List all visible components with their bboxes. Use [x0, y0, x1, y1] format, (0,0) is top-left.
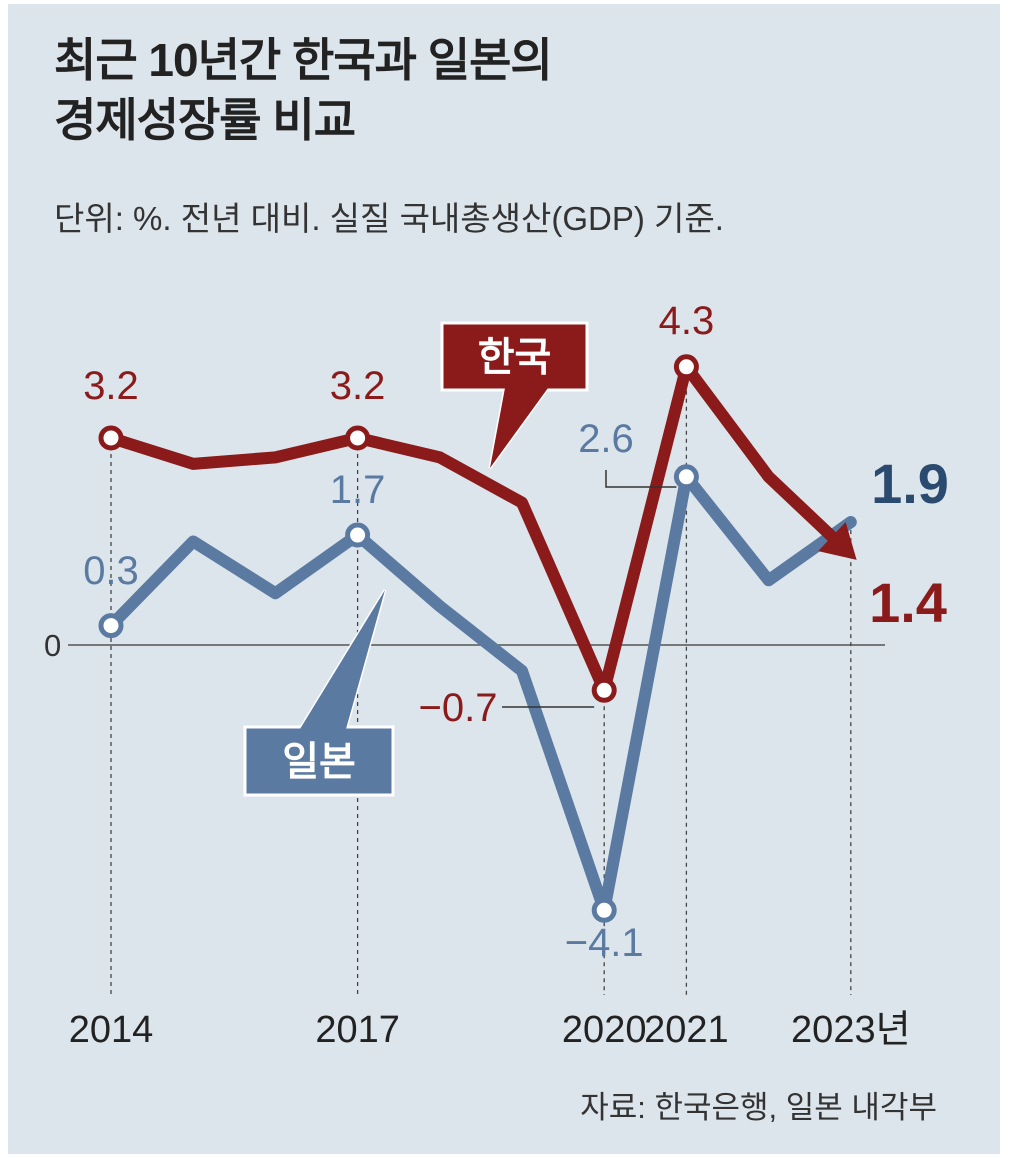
japan-label-2017: 1.7	[330, 468, 386, 512]
title-line-1: 최근 10년간 한국과 일본의	[54, 34, 553, 86]
chart-subtitle: 단위: %. 전년 대비. 실질 국내총생산(GDP) 기준.	[54, 200, 724, 237]
legend-japan-text: 일본	[282, 740, 356, 784]
legend-japan-box	[243, 725, 395, 797]
japan-point-2014	[98, 613, 124, 639]
leader-japan-2021	[605, 470, 677, 488]
series-line-japan	[105, 470, 857, 917]
series-line-korea	[109, 360, 842, 697]
korea-label-2014: 3.2	[83, 364, 139, 408]
korea-label-2021: 4.3	[659, 299, 715, 343]
japan-label-2014: 0.3	[83, 549, 139, 593]
korea-point-2014	[98, 425, 124, 451]
legend-japan: 일본	[243, 589, 395, 797]
legend-korea-box	[440, 321, 589, 392]
korea-point-2017	[345, 425, 371, 451]
legend-korea-text: 한국	[478, 336, 552, 380]
zero-tick-label: 0	[44, 628, 61, 663]
japan-point-2021	[673, 464, 699, 490]
title-line-2: 경제성장률 비교	[54, 94, 356, 146]
x-tick-label-2014: 2014	[69, 1009, 154, 1051]
japan-label-2021: 2.6	[578, 417, 634, 461]
korea-label-2020: −0.7	[419, 686, 498, 730]
x-tick-label-2020: 2020	[562, 1009, 647, 1051]
korea-label-2023: 1.4	[869, 571, 947, 634]
japan-point-2020	[591, 897, 617, 923]
korea-point-2021	[673, 354, 699, 380]
x-tick-label-2017: 2017	[315, 1009, 400, 1051]
chart-panel	[8, 4, 1000, 1154]
x-tick-label-2023: 2023년	[791, 1009, 911, 1051]
korea-label-2017: 3.2	[330, 364, 386, 408]
korea-arrowhead	[818, 522, 857, 560]
legend-japan-tail-fill	[300, 590, 385, 729]
source-note: 자료: 한국은행, 일본 내각부	[580, 1090, 937, 1125]
japan-point-2017	[345, 522, 371, 548]
korea-point-2020	[591, 677, 617, 703]
legend-korea-tail-fill	[490, 388, 548, 468]
japan-label-2020: −4.1	[565, 921, 644, 965]
legend-korea: 한국	[440, 321, 589, 469]
japan-label-2023: 1.9	[871, 452, 949, 515]
x-tick-label-2021: 2021	[644, 1009, 729, 1051]
chart-title: 최근 10년간 한국과 일본의 경제성장률 비교	[54, 30, 553, 150]
